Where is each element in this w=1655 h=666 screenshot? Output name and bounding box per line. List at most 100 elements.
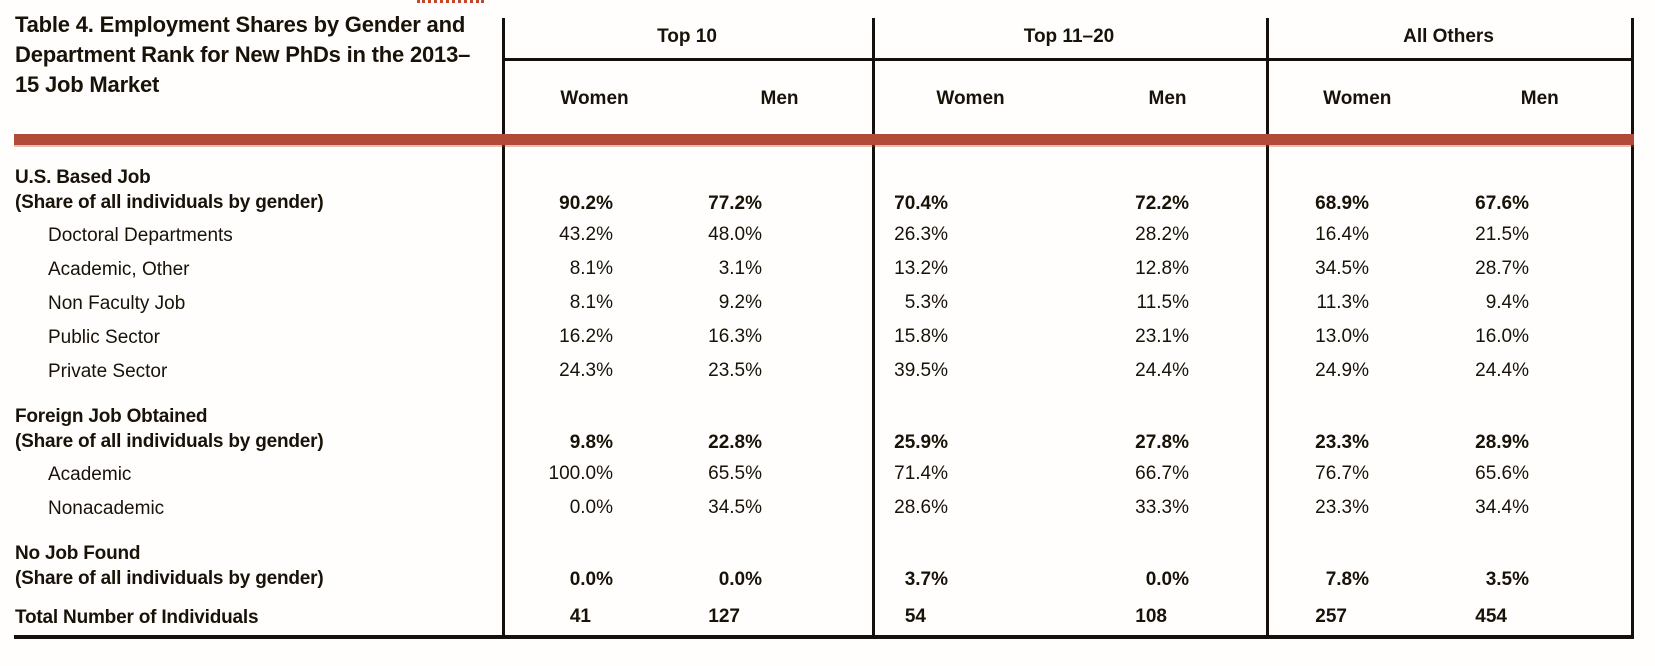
value-cell: 9.4% [1485,292,1529,313]
table-row: Doctoral Departments 43.2% 48.0% 26.3% 28.2%… [0,218,1655,252]
row-label-cell: Academic, Other [0,257,502,282]
value-cell: 13.0% [1315,326,1369,347]
value-cell: 70.4% [894,193,948,214]
value-cell: 15.8% [894,326,948,347]
value-cell: 43.2% [559,224,613,245]
value-cell: 24.9% [1315,360,1369,381]
group-label: Top 11–20 [1023,26,1115,47]
table-body: U.S. Based Job (Share of all individuals … [0,145,1655,638]
value-cell: 23.3% [1315,432,1369,453]
row-label: Public Sector [48,326,160,348]
table-row: No Job Found (Share of all individuals by… [0,531,1655,594]
value-cell: 3.5% [1485,569,1529,590]
column-divider [1266,18,1269,638]
row-label: Foreign Job Obtained [15,406,208,427]
value-cell: 22.8% [708,432,762,453]
value-cell: 16.2% [559,326,613,347]
table-row: Public Sector 16.2% 16.3% 15.8% 23.1% 13.0% 16… [0,320,1655,354]
subheader-men: Men [1520,88,1559,109]
row-label: U.S. Based Job [15,167,151,188]
value-cell: 23.3% [1315,497,1369,518]
table-row: Private Sector 24.3% 23.5% 39.5% 24.4% 24.9% 2… [0,354,1655,388]
value-cell: 9.8% [569,432,613,453]
column-group-all-others: All Others Women Men [1266,0,1631,134]
value-cell: 5.3% [904,292,948,313]
value-cell: 454 [1475,606,1507,627]
table-row: U.S. Based Job (Share of all individuals … [0,155,1655,218]
value-cell: 7.8% [1325,569,1369,590]
value-cell: 16.4% [1315,224,1369,245]
dotted-rule [417,0,484,3]
row-label: Nonacademic [48,497,165,519]
value-cell: 8.1% [569,292,613,313]
row-label: Academic [48,463,132,485]
value-cell: 9.2% [718,292,762,313]
value-cell: 72.2% [1135,193,1189,214]
table-row: Nonacademic 0.0% 34.5% 28.6% 33.3% 23.3% 34.4% [0,491,1655,525]
value-cell: 41 [569,606,591,627]
row-label-cell: Non Faculty Job [0,291,502,316]
table-row: Foreign Job Obtained (Share of all indivi… [0,394,1655,457]
value-cell: 3.1% [718,258,762,279]
row-label-cell: Academic [0,462,502,487]
value-cell: 0.0% [1145,569,1189,590]
value-cell: 34.4% [1475,497,1529,518]
value-cell: 76.7% [1315,463,1369,484]
group-label: All Others [1403,26,1494,47]
value-cell: 24.4% [1135,360,1189,381]
value-cell: 34.5% [1315,258,1369,279]
value-cell: 8.1% [569,258,613,279]
table-title: Table 4. Employment Shares by Gender and… [15,12,471,97]
value-cell: 39.5% [894,360,948,381]
header-rule [502,58,1634,61]
row-label-cell: No Job Found (Share of all individuals by… [0,541,502,591]
value-cell: 11.3% [1316,292,1369,313]
value-cell: 0.0% [569,497,613,518]
subheader-men: Men [760,88,799,109]
value-cell: 33.3% [1135,497,1189,518]
value-cell: 28.7% [1475,258,1529,279]
value-cell: 71.4% [894,463,948,484]
value-cell: 24.4% [1475,360,1529,381]
value-cell: 26.3% [894,224,948,245]
column-divider [502,18,505,638]
table-row: Academic, Other 8.1% 3.1% 13.2% 12.8% 34.5% 28… [0,252,1655,286]
value-cell: 28.2% [1135,224,1189,245]
row-label-cell: Nonacademic [0,496,502,521]
value-cell: 100.0% [548,463,613,484]
accent-bar-shadow [14,145,1634,147]
value-cell: 13.2% [894,258,948,279]
table-row: Total Number of Individuals 41 127 54 108 257… [0,596,1655,638]
table-row: Academic 100.0% 65.5% 71.4% 66.7% 76.7% 65.6% [0,457,1655,491]
subheader-women: Women [560,88,629,109]
row-label-cell: Doctoral Departments [0,223,502,248]
subheader-women: Women [1323,88,1392,109]
value-cell: 28.6% [894,497,948,518]
value-cell: 67.6% [1475,193,1529,214]
value-cell: 0.0% [718,569,762,590]
value-cell: 34.5% [708,497,762,518]
subheader-women: Women [936,88,1005,109]
row-label-cell: Total Number of Individuals [0,605,502,630]
row-label-cell: Private Sector [0,359,502,384]
row-label: No Job Found [15,543,141,564]
value-cell: 48.0% [708,224,762,245]
row-label: Total Number of Individuals [15,606,259,628]
value-cell: 65.5% [708,463,762,484]
subheader-men: Men [1148,88,1187,109]
column-divider [872,18,875,638]
value-cell: 54 [904,606,926,627]
table-row: Non Faculty Job 8.1% 9.2% 5.3% 11.5% 11.3% 9.4… [0,286,1655,320]
value-cell: 257 [1315,606,1347,627]
row-label: Non Faculty Job [48,292,186,314]
value-cell: 65.6% [1475,463,1529,484]
row-label: Doctoral Departments [48,224,233,246]
value-cell: 68.9% [1315,193,1369,214]
value-cell: 23.1% [1135,326,1189,347]
value-cell: 23.5% [708,360,762,381]
value-cell: 66.7% [1135,463,1189,484]
table-right-edge [1631,18,1634,638]
value-cell: 0.0% [569,569,613,590]
row-label: Academic, Other [48,258,190,280]
